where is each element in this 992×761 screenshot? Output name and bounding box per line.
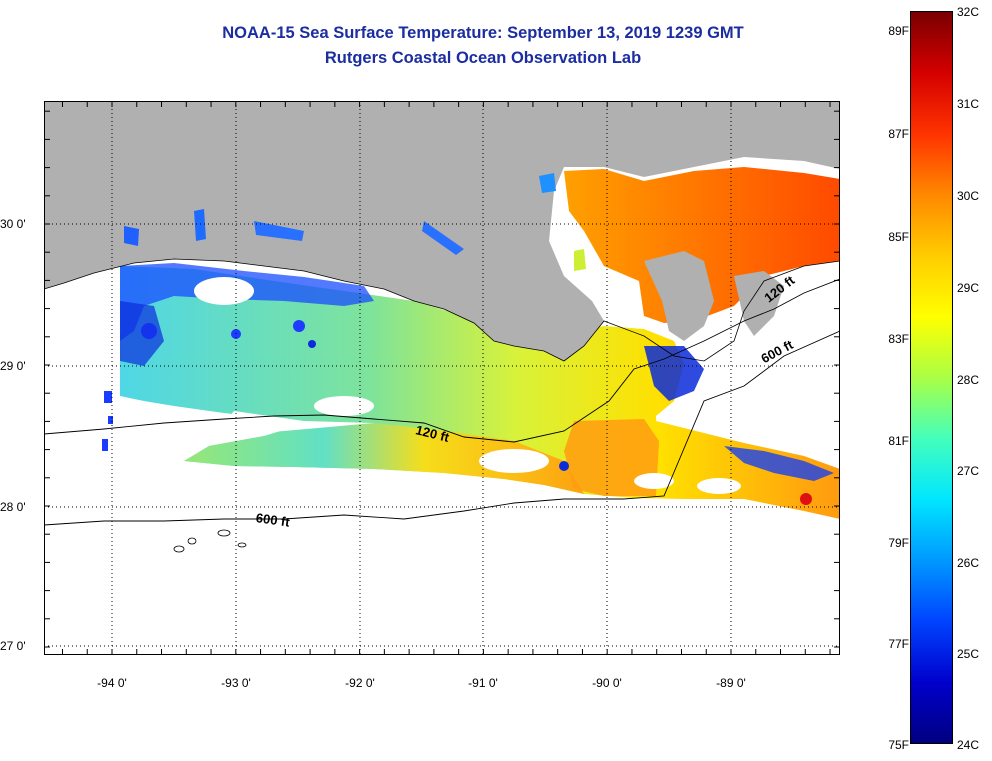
colorbar-c-label: 28C bbox=[957, 373, 980, 387]
graticule bbox=[44, 101, 840, 655]
colorbar-c-label: 26C bbox=[957, 556, 980, 570]
lon-label-89: -89 0' bbox=[716, 676, 746, 690]
colorbar-c-label: 32C bbox=[957, 5, 980, 19]
colorbar-f-label: 87F bbox=[888, 127, 909, 141]
lon-label-94: -94 0' bbox=[97, 676, 127, 690]
colorbar-f-label: 77F bbox=[888, 637, 909, 651]
title-line-2: Rutgers Coastal Ocean Observation Lab bbox=[324, 49, 642, 67]
colorbar-c-label: 24C bbox=[957, 738, 980, 752]
contour-120ft bbox=[44, 278, 840, 443]
map-border bbox=[44, 101, 840, 655]
colorbar-f-label: 81F bbox=[888, 434, 909, 448]
colorbar-f-label: 79F bbox=[888, 536, 909, 550]
lat-label-30: 30 0' bbox=[0, 217, 26, 231]
colorbar-c-label: 25C bbox=[957, 647, 980, 661]
colorbar-f-label: 85F bbox=[888, 230, 909, 244]
sst-swath bbox=[102, 167, 840, 519]
colorbar-f-label: 89F bbox=[888, 24, 909, 38]
colorbar-c-label: 27C bbox=[957, 464, 980, 478]
temperature-colorbar bbox=[910, 11, 953, 744]
colorbar-f-label: 83F bbox=[888, 332, 909, 346]
colorbar-c-label: 31C bbox=[957, 97, 980, 111]
coastline bbox=[44, 258, 840, 362]
colorbar-f-label: 75F bbox=[888, 738, 909, 752]
colorbar-c-label: 29C bbox=[957, 281, 980, 295]
lon-label-93: -93 0' bbox=[221, 676, 251, 690]
lat-label-29: 29 0' bbox=[0, 359, 26, 373]
colorbar-c-label: 30C bbox=[957, 189, 980, 203]
lon-label-91: -91 0' bbox=[468, 676, 498, 690]
sst-map bbox=[44, 101, 840, 655]
lon-label-92: -92 0' bbox=[345, 676, 375, 690]
title-line-1: NOAA-15 Sea Surface Temperature: Septemb… bbox=[222, 24, 744, 42]
land-mass bbox=[44, 101, 840, 361]
lon-label-90: -90 0' bbox=[592, 676, 622, 690]
lat-label-28: 28 0' bbox=[0, 500, 26, 514]
lat-label-27: 27 0' bbox=[0, 639, 26, 653]
